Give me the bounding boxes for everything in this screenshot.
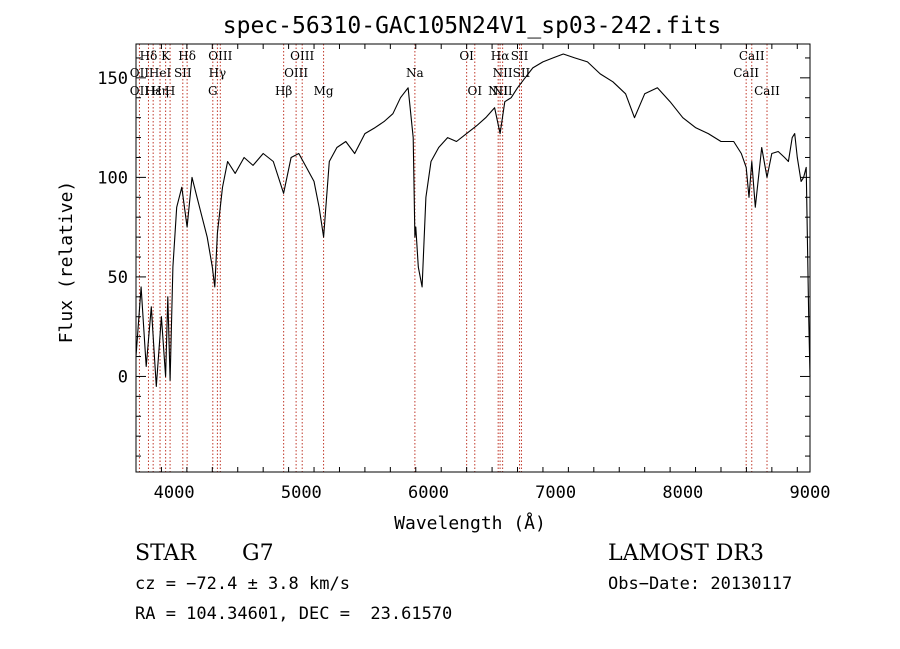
spectral-line-label: OI bbox=[459, 49, 474, 63]
spectral-line-label: HeI bbox=[149, 66, 172, 80]
spectrum-line bbox=[135, 53, 811, 387]
spectral-line-label: G bbox=[208, 84, 218, 98]
spectral-line-label: SII bbox=[513, 66, 531, 80]
spectral-line-label: SII bbox=[174, 66, 192, 80]
survey-label: LAMOST DR3 bbox=[608, 541, 764, 566]
x-tick-label: 4000 bbox=[154, 483, 195, 503]
spectral-line-label: Hα bbox=[491, 49, 510, 63]
chart-title: spec-56310-GAC105N24V1_sp03-242.fits bbox=[223, 13, 722, 39]
spectral-line-label: H bbox=[165, 84, 175, 98]
spectral-line-label: OIII bbox=[208, 49, 232, 63]
spectral-line-label: CaII bbox=[733, 66, 759, 80]
y-axis-label: Flux (relative) bbox=[56, 181, 77, 344]
spectral-line-label: OI bbox=[467, 84, 482, 98]
coords-label: RA = 104.34601, DEC = 23.61570 bbox=[135, 604, 452, 624]
spectral-line-label: Hδ bbox=[178, 49, 196, 63]
x-tick-label: 6000 bbox=[408, 483, 449, 503]
spectral-line-label: Hγ bbox=[209, 66, 227, 80]
x-axis-label: Wavelength (Å) bbox=[394, 512, 546, 534]
spectral-line-label: CaII bbox=[739, 49, 765, 63]
x-tick-label: 7000 bbox=[535, 483, 576, 503]
spectral-line-label: Hη bbox=[151, 84, 169, 98]
spectral-line-label: Hβ bbox=[275, 84, 292, 98]
obs-date-label: Obs−Date: 20130117 bbox=[608, 574, 792, 594]
y-tick-label: 0 bbox=[118, 367, 128, 387]
spectral-line-label: OII bbox=[130, 66, 150, 80]
spectral-line-label: K bbox=[161, 49, 171, 63]
spectral-line-label: OIII bbox=[290, 49, 314, 63]
spectral-line-label: Na bbox=[406, 66, 424, 80]
spectral-line-label: SII bbox=[511, 49, 529, 63]
spectral-line-label: NII bbox=[488, 84, 508, 98]
plot-frame bbox=[135, 43, 811, 473]
spectral-line-label: CaII bbox=[754, 84, 780, 98]
spectral-line-label: Mg bbox=[314, 84, 334, 98]
class-label: STAR bbox=[135, 541, 197, 566]
spectral-line-label: NII bbox=[493, 66, 513, 80]
spectral-line-label: OIII bbox=[284, 66, 308, 80]
redshift-label: cz = −72.4 ± 3.8 km/s bbox=[135, 574, 350, 594]
subclass-label: G7 bbox=[242, 541, 274, 566]
spectral-line-label: Hδ bbox=[140, 49, 158, 63]
y-tick-label: 150 bbox=[97, 69, 128, 89]
x-tick-label: 8000 bbox=[662, 483, 703, 503]
x-tick-label: 5000 bbox=[281, 483, 322, 503]
spectral-line-label: OII bbox=[130, 84, 150, 98]
x-tick-label: 9000 bbox=[790, 483, 831, 503]
y-tick-label: 50 bbox=[108, 268, 128, 288]
y-tick-label: 100 bbox=[97, 168, 128, 188]
spectral-line-label: Hε bbox=[145, 84, 162, 98]
spectral-line-label: NII bbox=[493, 84, 513, 98]
